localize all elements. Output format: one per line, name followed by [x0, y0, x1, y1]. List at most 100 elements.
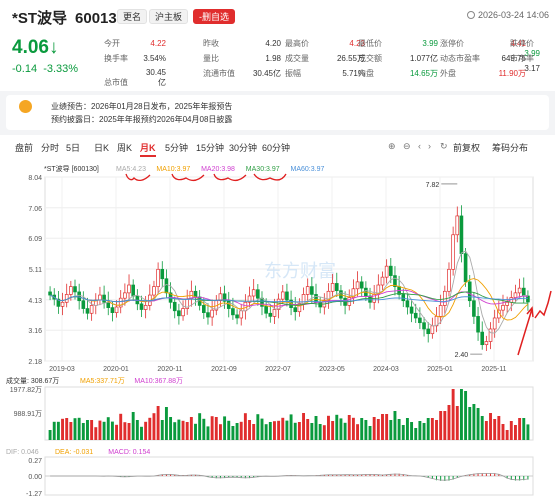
volume-bar: [164, 407, 168, 440]
kline-chart[interactable]: *ST波导 [600130] MA5:4.23 MA10:3.97 MA20:3.98…: [0, 157, 555, 500]
volume-bar: [302, 413, 305, 440]
macd-bar: [402, 474, 404, 476]
volume-bar: [331, 421, 335, 440]
volume-bar: [214, 417, 218, 440]
candle: [318, 301, 322, 308]
candle: [280, 291, 285, 300]
chevron-right-icon[interactable]: ›: [428, 141, 431, 151]
tab-0[interactable]: 盘前: [15, 143, 34, 153]
candle: [351, 288, 356, 298]
quote-cell: 内盘 14.65万: [358, 68, 438, 79]
candle: [388, 265, 393, 276]
tab-1[interactable]: 分时: [41, 143, 60, 153]
volume-bar: [235, 423, 239, 440]
period-tabs: 盘前 分时 5日 日K 周K 月K 5分钟 15分钟 30分钟 60分钟 ⊕ ⊖ ‹ › ↻: [0, 135, 555, 157]
quote-label: 换手率: [104, 54, 128, 63]
volume-bar: [389, 420, 393, 440]
candle: [210, 309, 214, 318]
tab-6[interactable]: 5分钟: [165, 143, 189, 153]
adjust-select[interactable]: 前复权: [453, 143, 481, 153]
volume-bar: [443, 411, 447, 440]
zoom-in-icon[interactable]: ⊕: [388, 141, 396, 151]
volume-bar: [248, 420, 251, 440]
volume-bar: [397, 419, 401, 440]
macd-bar: [332, 474, 334, 476]
quote-value: 1.077亿: [409, 54, 438, 63]
macd-bar: [485, 473, 487, 476]
price-change: -0.14 -3.33%: [12, 63, 78, 75]
cycle-icon[interactable]: ↻: [440, 141, 448, 151]
volume-bar: [447, 405, 451, 440]
volume-bar: [144, 421, 148, 440]
candle: [401, 294, 406, 302]
forecast-notice[interactable]: 业绩预告：2026年01月28日发布，2025年年报预告: [51, 102, 233, 111]
volume-bar: [289, 414, 293, 440]
board-tag[interactable]: 沪主板: [149, 9, 189, 24]
tab-4[interactable]: 周K: [117, 143, 133, 153]
disclosure-notice[interactable]: 预约披露日：2025年年报预约2026年04月08日披露: [51, 115, 233, 124]
quote-value: 5.71%: [342, 69, 365, 78]
tab-9[interactable]: 60分钟: [262, 143, 291, 153]
watermark: 东方财富: [264, 261, 336, 281]
volume-bar: [347, 415, 351, 440]
volume-label: 成交量: 308.67万: [6, 376, 59, 385]
candle: [467, 281, 472, 302]
volume-bar: [169, 417, 173, 440]
candle: [272, 309, 277, 317]
volume-bar: [90, 420, 94, 440]
candle: [256, 289, 260, 299]
candle: [472, 300, 476, 317]
volume-bar: [260, 418, 264, 440]
volume-bar: [52, 421, 56, 440]
volume-bar: [339, 418, 343, 440]
volume-bar: [472, 404, 476, 440]
tab-3[interactable]: 日K: [94, 143, 110, 153]
remove-watchlist-button[interactable]: -删自选: [193, 9, 235, 24]
volume-bar: [480, 416, 484, 440]
volume-bar: [48, 430, 52, 440]
volume-bar: [140, 426, 143, 440]
candle: [64, 294, 69, 303]
macd-value-1: DEA: -0.031: [55, 449, 93, 456]
tab-2[interactable]: 5日: [66, 143, 81, 153]
volume-bar: [218, 424, 222, 440]
volume-bar: [264, 424, 268, 440]
volume-ma-label-1: MA10:367.88万: [134, 377, 183, 385]
candle: [268, 312, 273, 317]
macd-bar: [336, 474, 338, 476]
tab-5[interactable]: 月K: [140, 141, 156, 157]
macd-bar: [165, 474, 167, 476]
y-tick-label: 3.16: [28, 328, 42, 335]
candle: [172, 301, 177, 312]
candle: [422, 322, 426, 330]
volume-bar: [185, 422, 189, 440]
volume-bar: [94, 427, 98, 440]
quote-label: 外盘: [440, 69, 456, 78]
candle: [484, 341, 489, 346]
macd-bar: [348, 474, 350, 476]
candle: [160, 268, 165, 280]
chip-distribution-toggle[interactable]: 筹码分布: [492, 143, 529, 153]
volume-bar: [306, 419, 310, 440]
chevron-left-icon[interactable]: ‹: [418, 141, 421, 151]
quote-cell: 换手率 3.54%: [104, 53, 166, 64]
ma-legend-2: MA20:3.98: [201, 166, 235, 173]
macd-bar: [490, 473, 492, 476]
tab-7[interactable]: 15分钟: [196, 143, 225, 153]
quote-value: 26.55万: [336, 54, 365, 63]
volume-bar: [198, 413, 202, 440]
high-label: 7.82: [426, 182, 440, 189]
volume-bar: [177, 419, 181, 440]
rename-button[interactable]: 更名: [117, 9, 148, 24]
tab-8[interactable]: 30分钟: [229, 143, 258, 153]
volume-bar: [293, 422, 297, 440]
macd-value-0: DIF: 0.046: [6, 449, 39, 456]
macd-bar: [452, 476, 454, 480]
zoom-out-icon[interactable]: ⊖: [403, 141, 411, 151]
quote-label: 内盘: [358, 69, 374, 78]
macd-bar: [232, 476, 234, 478]
notice-panel: 业绩预告：2026年01月28日发布，2025年年报预告 预约披露日：2025年…: [6, 95, 549, 130]
candle: [202, 305, 206, 313]
macd-bar: [386, 474, 388, 476]
volume-bar: [131, 412, 135, 440]
